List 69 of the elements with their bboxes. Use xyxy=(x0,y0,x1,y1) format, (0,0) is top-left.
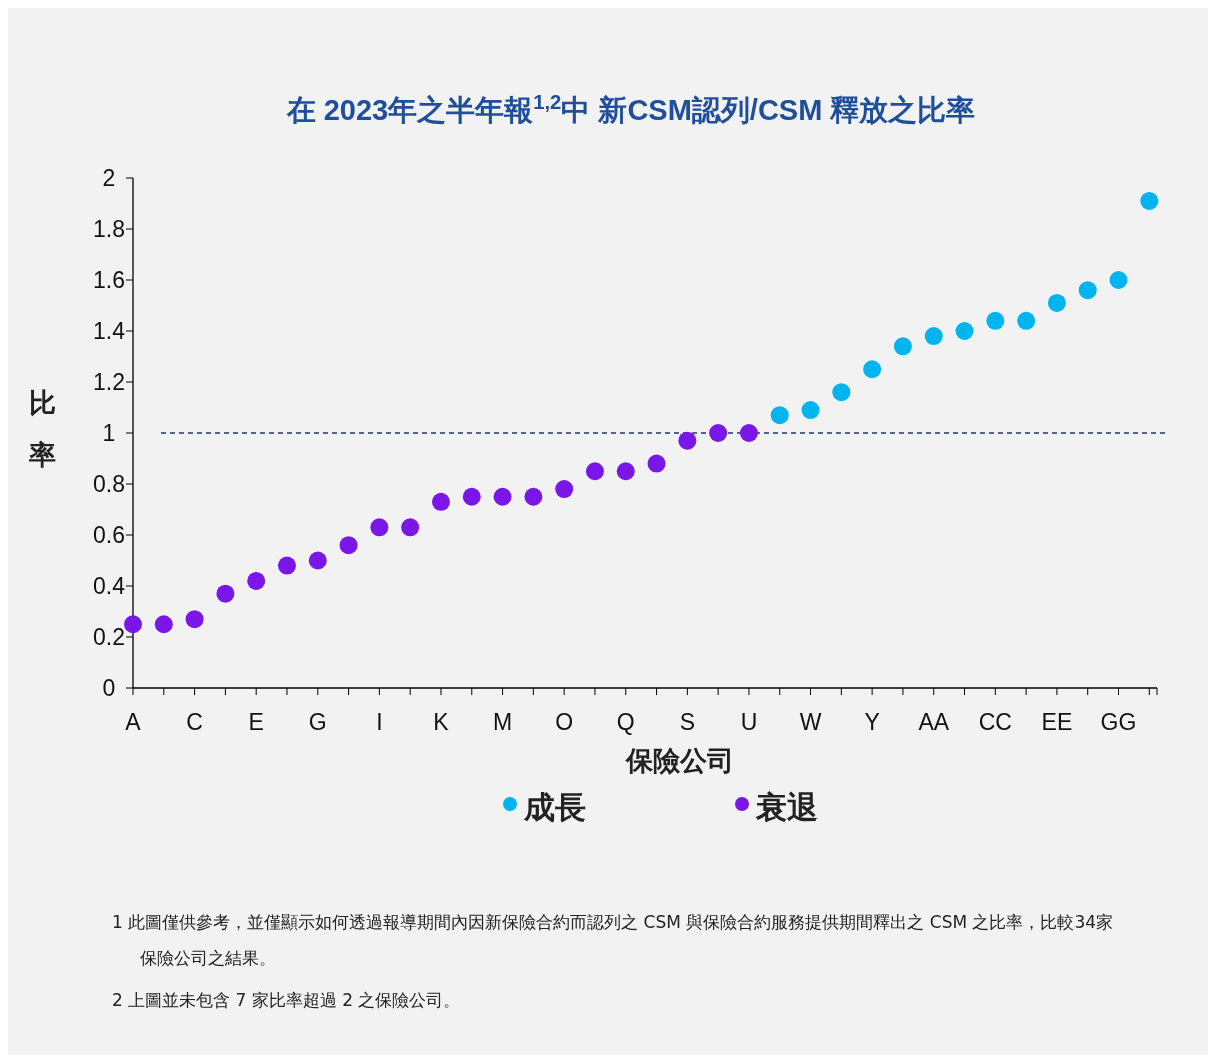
x-tick-label: U xyxy=(740,709,758,735)
x-tick-label: G xyxy=(308,709,327,735)
x-tick-label: C xyxy=(186,709,203,735)
y-tick-label: 1.2 xyxy=(93,369,125,395)
point xyxy=(185,610,204,629)
point xyxy=(124,615,142,634)
x-tick-label: Q xyxy=(616,709,635,735)
point xyxy=(493,487,512,506)
point xyxy=(1078,281,1097,300)
x-tick-label: E xyxy=(248,709,264,735)
point xyxy=(739,424,758,442)
y-tick-label: 1.8 xyxy=(93,216,125,242)
point xyxy=(216,584,235,603)
x-tick-label: I xyxy=(376,709,383,735)
x-tick-label: Y xyxy=(864,709,880,735)
point xyxy=(616,462,635,481)
point xyxy=(247,571,266,590)
point xyxy=(986,311,1005,330)
point xyxy=(1017,311,1036,330)
y-tick-label: 1.4 xyxy=(93,318,126,344)
x-tick-label: EE xyxy=(1041,709,1073,735)
chart-title: 在 2023年之半年報$^{1,2}$中 新CSM認列/CSM 釋放之比率 xyxy=(285,91,976,126)
point xyxy=(401,518,420,537)
legend-label: 成長 xyxy=(523,790,586,825)
point xyxy=(308,551,327,570)
point xyxy=(893,337,912,356)
x-tick-label: CC xyxy=(978,709,1012,735)
point xyxy=(370,518,389,537)
point xyxy=(924,327,943,346)
point xyxy=(462,487,481,506)
point xyxy=(1109,271,1128,289)
x-tick-label: AA xyxy=(918,709,950,735)
point xyxy=(339,536,358,555)
point xyxy=(585,462,604,481)
y-tick-label: 0 xyxy=(102,675,116,701)
point xyxy=(277,556,296,575)
x-tick-label: GG xyxy=(1100,709,1137,735)
x-tick-label: O xyxy=(555,709,574,735)
y-tick-label: 0.4 xyxy=(93,573,126,599)
point xyxy=(801,401,820,420)
y-tick-label: 0.6 xyxy=(93,522,125,548)
point xyxy=(863,360,882,379)
x-tick-label: M xyxy=(492,709,513,735)
y-tick-label: 0.2 xyxy=(93,624,125,650)
y-tick-label: 0.8 xyxy=(93,471,125,497)
point xyxy=(555,480,574,499)
x-axis-title: 保險公司 xyxy=(625,746,734,776)
point xyxy=(678,431,697,450)
point xyxy=(431,492,450,511)
x-tick-label: S xyxy=(679,709,696,735)
point xyxy=(832,383,851,402)
text: 2 上圖並未包含 7 家比率超過 2 之保險公司。 xyxy=(112,989,462,1012)
text: 1 此圖僅供參考，並僅顯示如何透過報導期間內因新保險合約而認列之 CSM 與保險合約服務提供期間釋出之 CSM 之比率，比較34家保險公司之結果。 xyxy=(112,911,1115,970)
x-tick-label: A xyxy=(125,709,142,735)
point xyxy=(154,615,173,634)
point xyxy=(647,454,666,473)
point xyxy=(524,487,543,506)
point xyxy=(770,406,789,425)
point xyxy=(1140,191,1159,210)
x-tick-label: W xyxy=(799,709,822,735)
y-tick-label: 1.6 xyxy=(93,267,125,293)
point xyxy=(955,322,974,340)
x-tick-label: K xyxy=(433,709,450,735)
y-tick-label: 2 xyxy=(102,165,116,191)
y-axis-title: 比率 xyxy=(27,388,56,470)
point xyxy=(1047,293,1066,312)
legend-label: 衰退 xyxy=(755,790,818,825)
y-tick-label: 1 xyxy=(102,420,116,446)
point xyxy=(709,424,728,442)
